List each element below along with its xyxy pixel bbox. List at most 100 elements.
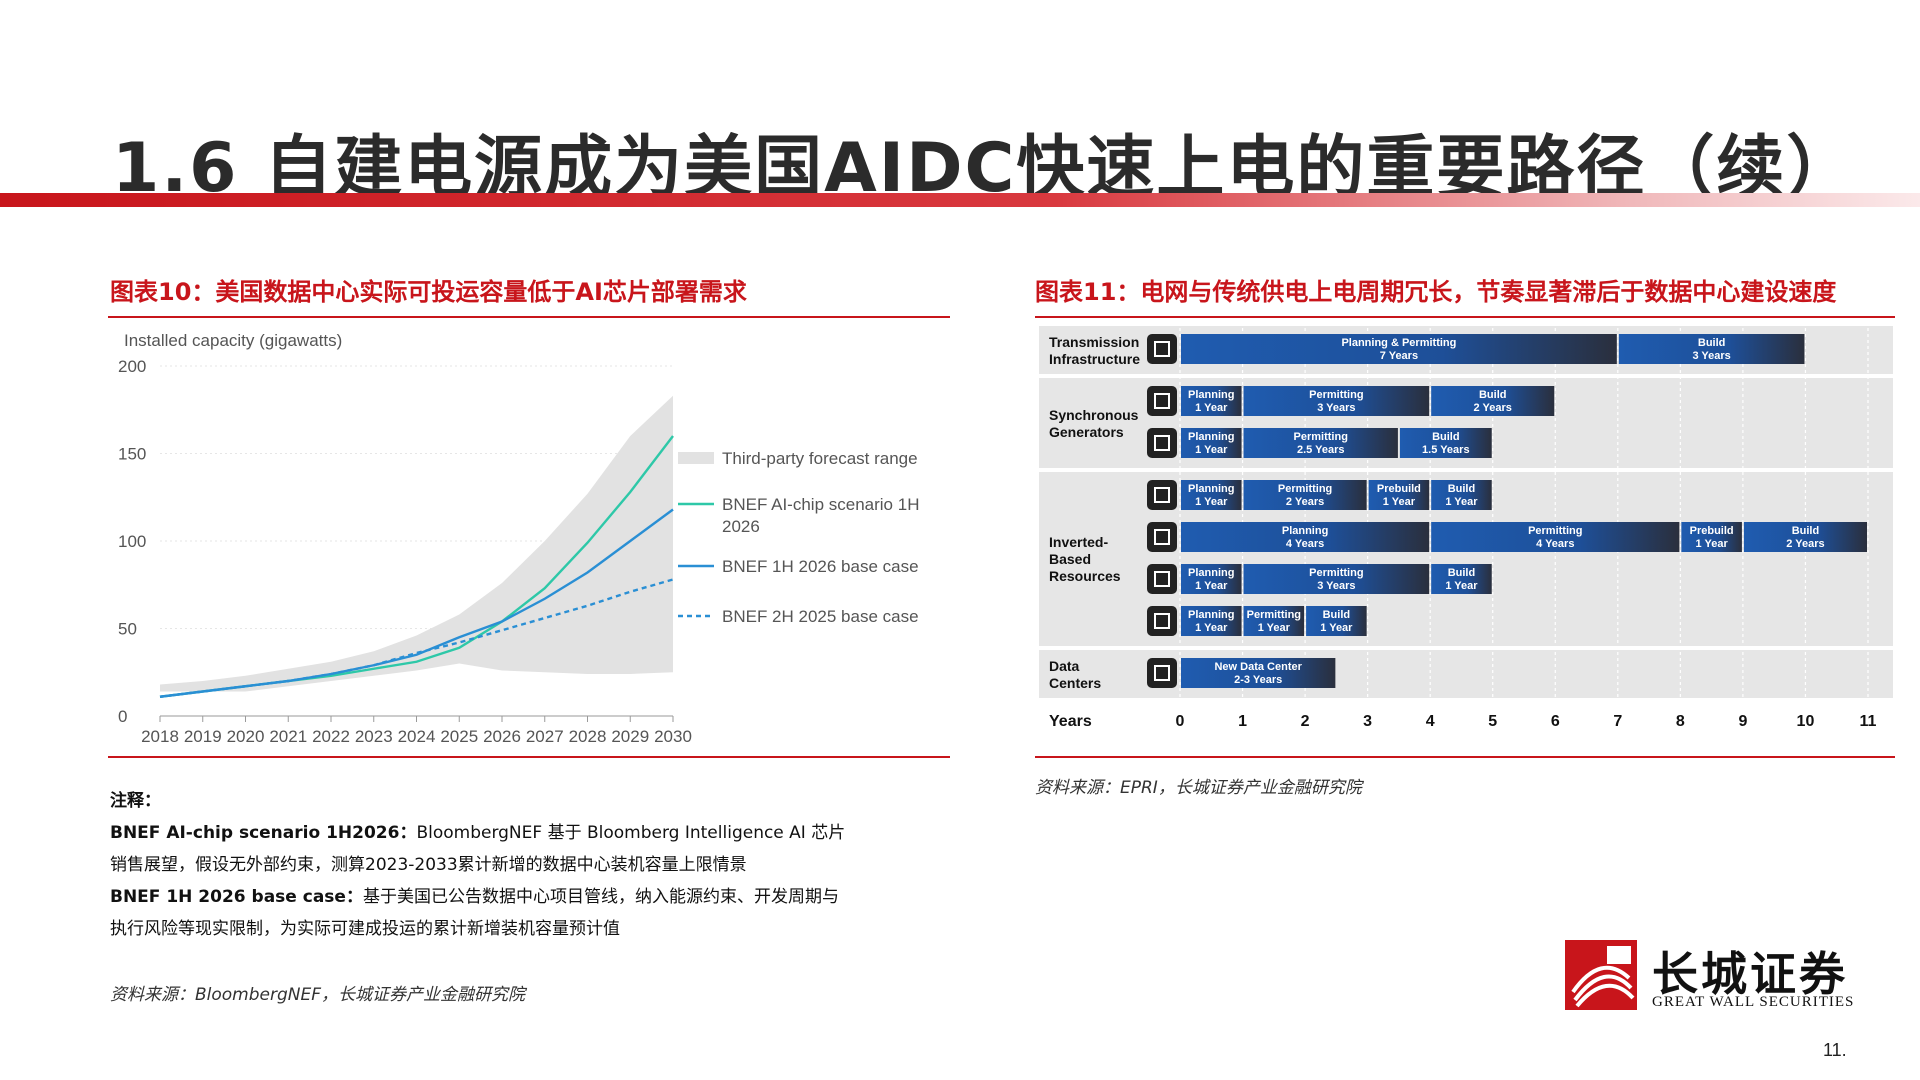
phase-label: Permitting: [1247, 609, 1301, 621]
phase-duration: 3 Years: [1317, 580, 1355, 592]
icon-tile: [1147, 386, 1177, 416]
phase-bar: [1431, 386, 1555, 416]
icon-tile: [1147, 522, 1177, 552]
x-tick-label: 6: [1551, 713, 1560, 730]
phase-bar: [1431, 564, 1492, 594]
phase-duration: 2 Years: [1786, 538, 1824, 550]
left-figure-title: 图表10：美国数据中心实际可投运容量低于AI芯片部署需求: [110, 278, 747, 306]
solar-panel-icon: [1147, 564, 1177, 594]
x-tick-label: 2022: [312, 727, 350, 746]
phase-duration: 1 Year: [1195, 622, 1228, 634]
group-label: Synchronous: [1049, 407, 1139, 423]
phase-duration: 2 Years: [1286, 496, 1324, 508]
legend-label: Third-party forecast range: [722, 449, 918, 468]
note-base-case: BNEF 1H 2026 base case：基于美国已公告数据中心项目管线，纳…: [110, 881, 850, 945]
note-base-case-label: BNEF 1H 2026 base case：: [110, 887, 363, 907]
gas-plant-icon: [1147, 428, 1177, 458]
group-label: Inverted-: [1049, 534, 1108, 550]
notes-heading: 注释：: [110, 791, 161, 811]
x-tick-label: 9: [1738, 713, 1747, 730]
phase-duration: 1 Year: [1195, 444, 1228, 456]
x-tick-label: 8: [1676, 713, 1685, 730]
phase-label: Build: [1448, 567, 1476, 579]
nuclear-plant-icon: [1147, 386, 1177, 416]
right-bottom-rule: [1035, 756, 1895, 758]
x-tick-label: 3: [1363, 713, 1372, 730]
phase-duration: 2-3 Years: [1234, 674, 1282, 686]
icon-tile: [1147, 428, 1177, 458]
phase-label: Build: [1479, 389, 1507, 401]
x-tick-label: 1: [1238, 713, 1247, 730]
phase-bar: [1181, 386, 1242, 416]
x-tick-label: 2: [1301, 713, 1310, 730]
phase-label: Planning: [1188, 389, 1234, 401]
phase-duration: 1 Year: [1195, 580, 1228, 592]
phase-duration: 1 Year: [1696, 538, 1729, 550]
left-top-rule: [108, 316, 950, 318]
phase-bar: [1181, 522, 1430, 552]
logo-text-cn: 长城证券: [1652, 947, 1848, 1001]
phase-duration: 1 Year: [1258, 622, 1291, 634]
phase-label: Prebuild: [1377, 483, 1421, 495]
phase-label: Planning: [1282, 525, 1328, 537]
phase-duration: 1.5 Years: [1422, 444, 1470, 456]
x-tick-label: 2020: [227, 727, 265, 746]
group-label: Based: [1049, 551, 1091, 567]
note-ai-chip-text: BloombergNEF 基于 Bloomberg Intelligence A…: [110, 823, 846, 875]
phase-label: Permitting: [1294, 431, 1348, 443]
phase-bar: [1306, 606, 1367, 636]
phase-label: Planning: [1188, 483, 1234, 495]
x-tick-label: 10: [1797, 713, 1815, 730]
phase-duration: 7 Years: [1380, 350, 1418, 362]
phase-label: Build: [1792, 525, 1820, 537]
icon-glyph: [1154, 613, 1170, 629]
server-rack-icon: [1147, 658, 1177, 688]
legend-label: BNEF 1H 2026 base case: [722, 557, 919, 576]
legend-label: BNEF AI-chip scenario 1H: [722, 495, 919, 514]
phase-label: New Data Center: [1214, 661, 1302, 673]
phase-duration: 3 Years: [1692, 350, 1730, 362]
phase-bar: [1743, 522, 1867, 552]
icon-tile: [1147, 480, 1177, 510]
icon-tile: [1147, 606, 1177, 636]
y-axis-label: Installed capacity (gigawatts): [124, 331, 342, 350]
y-tick-label: 150: [118, 445, 146, 464]
phase-label: Prebuild: [1690, 525, 1734, 537]
group-label: Generators: [1049, 424, 1124, 440]
phase-bar: [1431, 522, 1680, 552]
phase-bar: [1181, 658, 1336, 688]
icon-glyph: [1154, 529, 1170, 545]
x-tick-label: 2026: [483, 727, 521, 746]
x-tick-label: 4: [1426, 713, 1435, 730]
phase-bar: [1618, 334, 1805, 364]
phase-label: Planning: [1188, 609, 1234, 621]
x-tick-label: 2021: [269, 727, 307, 746]
notes-block: 注释： BNEF AI-chip scenario 1H2026：Bloombe…: [110, 785, 850, 945]
logo-text-en: GREAT WALL SECURITIES: [1652, 994, 1855, 1010]
right-source: 资料来源：EPRI，长城证券产业金融研究院: [1035, 778, 1362, 798]
note-base-case-text: 基于美国已公告数据中心项目管线，纳入能源约束、开发周期与执行风险等现实限制，为实…: [110, 887, 839, 939]
phase-label: Build: [1448, 483, 1476, 495]
phase-label: Build: [1323, 609, 1351, 621]
y-tick-label: 100: [118, 532, 146, 551]
group-label: Transmission: [1049, 334, 1139, 350]
x-axis-label: Years: [1049, 713, 1092, 730]
phase-duration: 1 Year: [1445, 496, 1478, 508]
x-tick-label: 2027: [526, 727, 564, 746]
wind-turbine-icon: [1147, 480, 1177, 510]
x-tick-label: 7: [1613, 713, 1622, 730]
phase-duration: 2 Years: [1474, 402, 1512, 414]
phase-bar: [1181, 334, 1617, 364]
icon-glyph: [1154, 571, 1170, 587]
x-tick-label: 2019: [184, 727, 222, 746]
x-tick-label: 2018: [141, 727, 179, 746]
phase-bar: [1243, 480, 1367, 510]
phase-label: Planning & Permitting: [1341, 337, 1456, 349]
group-label: Data: [1049, 658, 1080, 674]
phase-label: Permitting: [1278, 483, 1332, 495]
phase-label: Permitting: [1309, 389, 1363, 401]
phase-bar: [1181, 606, 1242, 636]
phase-bar: [1431, 480, 1492, 510]
phase-label: Permitting: [1309, 567, 1363, 579]
